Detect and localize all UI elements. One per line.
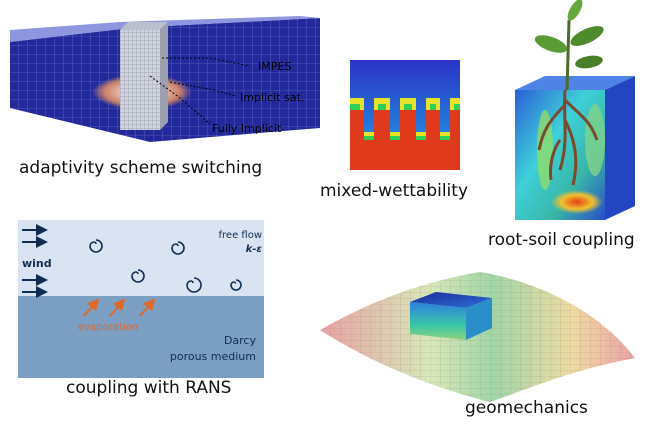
caption-root-soil: root-soil coupling — [488, 230, 635, 250]
reservoir-block-top — [410, 292, 492, 308]
geomechanics-panel: geomechanics — [305, 262, 649, 440]
evaporation-arrow-icon — [139, 298, 156, 317]
wettability-field — [350, 60, 460, 170]
adaptivity-panel: IMPES Implicit sat. Fully Implicit adapt… — [0, 0, 320, 190]
turbulence-model-label: k-ε — [246, 244, 263, 255]
caption-adaptivity: adaptivity scheme switching — [19, 158, 263, 178]
label-impes: IMPES — [258, 60, 291, 73]
porous-medium-label: porous medium — [170, 350, 256, 363]
evaporation-arrow-icon — [109, 298, 126, 317]
wind-label: wind — [22, 257, 52, 270]
geomechanics-surface — [320, 272, 635, 402]
label-fully-implicit: Fully Implicit — [212, 122, 282, 135]
eddy-icons — [89, 239, 242, 293]
caption-wettability: mixed-wettability — [320, 181, 469, 201]
wettability-panel: mixed-wettability — [310, 55, 490, 205]
evaporation-arrow-icon — [83, 298, 100, 317]
fully-implicit-column — [120, 30, 160, 130]
evaporation-label: evaporation — [78, 322, 138, 333]
label-implicit-saturation: Implicit sat. — [240, 91, 304, 104]
caption-geomechanics: geomechanics — [465, 398, 588, 418]
porous-medium-region — [18, 296, 264, 378]
darcy-label: Darcy — [224, 334, 257, 347]
free-flow-region — [18, 220, 264, 296]
rans-coupling-illustration: wind free flow k-ε evaporation Darcy por… — [18, 220, 264, 378]
reservoir-block-side — [410, 302, 466, 340]
root-soil-panel: root-soil coupling — [480, 0, 649, 260]
adaptivity-mesh-illustration: IMPES Implicit sat. Fully Implicit — [10, 16, 320, 142]
rans-panel: wind free flow k-ε evaporation Darcy por… — [0, 210, 310, 410]
free-flow-label: free flow — [219, 230, 263, 241]
caption-rans: coupling with RANS — [66, 378, 232, 398]
root-soil-illustration — [515, 0, 635, 220]
